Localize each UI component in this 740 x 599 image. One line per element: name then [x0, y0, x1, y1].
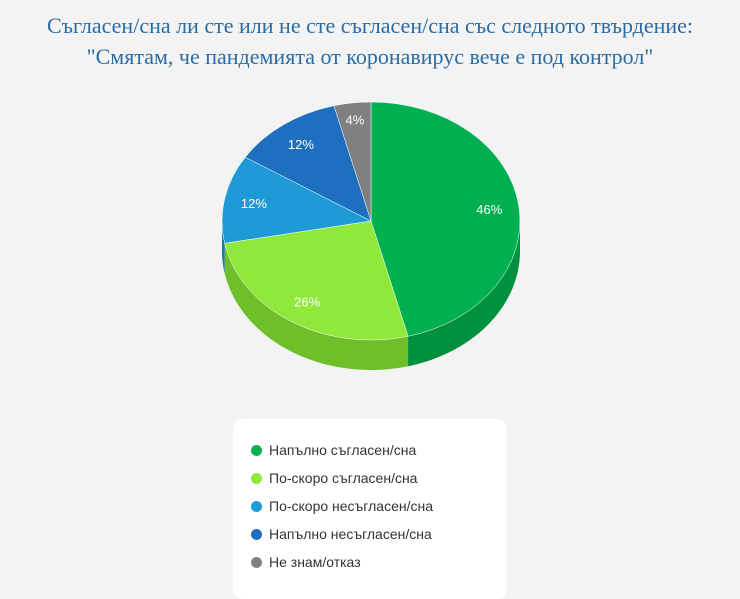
legend-swatch	[251, 444, 262, 456]
legend-label: Напълно съгласен/сна	[269, 442, 417, 458]
legend-label: Напълно несъгласен/сна	[269, 526, 432, 542]
legend-item[interactable]: По-скоро несъгласен/сна	[251, 492, 507, 520]
legend-swatch	[251, 500, 262, 512]
legend-label: По-скоро съгласен/сна	[269, 470, 418, 486]
pie-slices	[221, 101, 521, 341]
legend-swatch	[251, 472, 262, 484]
chart-title-line-1: Съгласен/сна ли сте или не сте съгласен/…	[46, 13, 694, 38]
pie-slice[interactable]	[244, 105, 372, 222]
pie-data-label: 26%	[294, 294, 320, 309]
pie-data-label: 12%	[241, 196, 267, 211]
pie-slice-side	[408, 221, 520, 367]
pie-chart: 46% 26% 12% 12% 4%	[221, 101, 521, 370]
pie-slice[interactable]	[333, 101, 372, 222]
legend-item[interactable]: По-скоро съгласен/сна	[251, 464, 507, 492]
pie-slice-side	[224, 243, 409, 370]
legend-item[interactable]: Напълно съгласен/сна	[251, 436, 507, 464]
pie-data-labels: 46% 26% 12% 12% 4%	[241, 112, 503, 309]
legend-swatch	[251, 528, 262, 540]
legend: Напълно съгласен/сна По-скоро съгласен/с…	[233, 419, 507, 599]
pie-data-label: 12%	[288, 137, 314, 152]
legend-swatch	[251, 556, 262, 568]
pie-slice[interactable]	[224, 220, 409, 341]
legend-label: По-скоро несъгласен/сна	[269, 498, 433, 514]
pie-data-label: 4%	[346, 112, 365, 127]
pie-slice[interactable]	[221, 156, 372, 244]
legend-item[interactable]: Напълно несъгласен/сна	[251, 520, 507, 548]
pie-data-label: 46%	[476, 202, 502, 217]
legend-item[interactable]: Не знам/отказ	[251, 548, 507, 576]
chart-title: Съгласен/сна ли сте или не сте съгласен/…	[0, 10, 740, 72]
chart-title-line-2: "Смятам, че пандемията от коронавирус ве…	[86, 44, 654, 69]
pie-slice[interactable]	[370, 101, 521, 337]
legend-label: Не знам/отказ	[269, 554, 361, 570]
